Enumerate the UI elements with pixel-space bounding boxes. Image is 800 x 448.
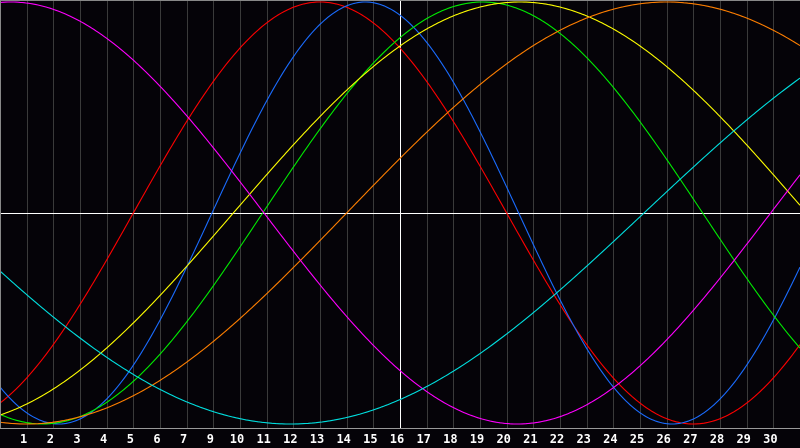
x-tick-label: 10 [230,432,244,446]
x-tick-label: 5 [127,432,134,446]
x-tick-label: 7 [180,432,187,446]
x-axis-ticks: 1 2 3 4 5 6 7 9 10 11 12 13 14 15 16 17 18 19 20 21 22 23 24 25… [20,432,778,446]
x-tick-label: 9 [207,432,214,446]
series-line-2 [0,1,800,425]
x-tick-label: 21 [523,432,537,446]
x-tick-label: 17 [416,432,430,446]
x-tick-label: 16 [390,432,404,446]
series-line-1 [0,1,800,425]
x-tick-label: 2 [47,432,54,446]
x-tick-label: 13 [310,432,324,446]
series-lines [0,1,800,425]
x-tick-label: 6 [153,432,160,446]
x-tick-label: 12 [283,432,297,446]
x-tick-label: 30 [763,432,777,446]
x-tick-label: 26 [656,432,670,446]
series-line-7 [0,77,800,425]
series-line-3 [0,1,800,425]
series-line-4 [0,1,800,416]
x-tick-label: 15 [363,432,377,446]
x-tick-label: 1 [20,432,27,446]
x-tick-label: 18 [443,432,457,446]
x-tick-label: 22 [550,432,564,446]
x-tick-label: 23 [576,432,590,446]
x-tick-label: 28 [710,432,724,446]
x-tick-label: 14 [336,432,350,446]
x-tick-label: 3 [73,432,80,446]
series-line-5 [0,1,800,425]
plot-frame [0,0,800,429]
x-tick-label: 4 [100,432,107,446]
series-line-6 [0,1,800,425]
x-tick-label: 20 [496,432,510,446]
x-tick-label: 25 [630,432,644,446]
x-tick-label: 29 [736,432,750,446]
x-tick-label: 11 [256,432,270,446]
x-tick-label: 24 [603,432,617,446]
x-tick-label: 19 [470,432,484,446]
x-tick-label: 27 [683,432,697,446]
